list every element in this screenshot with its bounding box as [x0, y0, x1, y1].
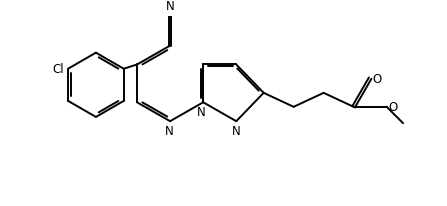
Text: Cl: Cl [53, 63, 64, 76]
Text: O: O [372, 72, 381, 85]
Text: O: O [388, 101, 398, 114]
Text: N: N [197, 106, 206, 118]
Text: N: N [166, 0, 174, 13]
Text: N: N [232, 125, 240, 138]
Text: N: N [165, 124, 173, 137]
